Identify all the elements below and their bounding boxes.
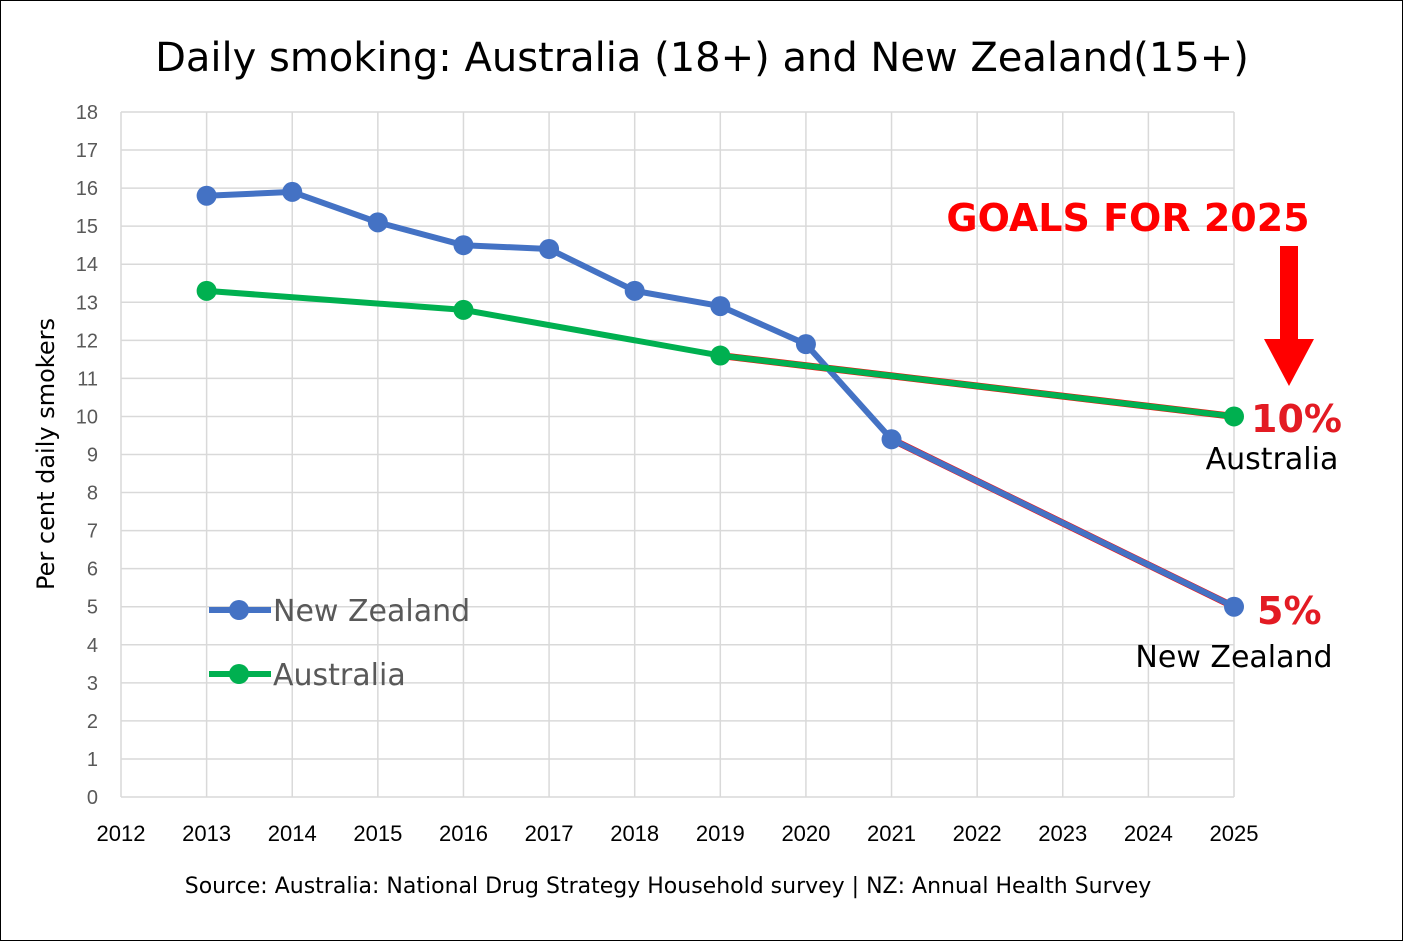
data-point-australia xyxy=(710,345,731,366)
data-point-new-zealand xyxy=(881,429,902,450)
y-tick-label: 13 xyxy=(76,292,98,314)
y-tick-label: 12 xyxy=(76,330,98,352)
y-tick-label: 6 xyxy=(87,559,98,581)
y-tick-label: 14 xyxy=(76,254,98,276)
x-tick-label: 2024 xyxy=(1124,821,1173,846)
y-tick-label: 2 xyxy=(87,711,98,733)
y-tick-label: 1 xyxy=(87,749,98,771)
legend-nz-label: New Zealand xyxy=(273,594,470,629)
x-tick-label: 2025 xyxy=(1210,821,1259,846)
y-tick-label: 8 xyxy=(87,483,98,505)
y-tick-label: 5 xyxy=(87,597,98,619)
data-point-new-zealand xyxy=(710,296,731,317)
x-tick-label: 2020 xyxy=(781,821,830,846)
down-arrow-icon xyxy=(1264,246,1314,386)
chart-title: Daily smoking: Australia (18+) and New Z… xyxy=(155,35,1249,81)
data-point-new-zealand xyxy=(795,334,816,355)
legend-au-marker xyxy=(229,664,249,684)
x-tick-label: 2017 xyxy=(525,821,574,846)
x-axis-ticks: 2012 2013 2014 2015 2016 2017 2018 2019 2020 2021… xyxy=(97,821,1259,846)
australia-goal-value: 10% xyxy=(1251,397,1342,441)
data-point-new-zealand xyxy=(624,280,645,301)
x-tick-label: 2013 xyxy=(182,821,231,846)
x-tick-label: 2023 xyxy=(1038,821,1087,846)
legend: New Zealand Australia xyxy=(209,594,470,693)
data-point-new-zealand xyxy=(282,181,303,202)
x-tick-label: 2012 xyxy=(97,821,146,846)
x-tick-label: 2019 xyxy=(696,821,745,846)
data-point-new-zealand xyxy=(367,212,388,233)
x-tick-label: 2021 xyxy=(867,821,916,846)
data-point-new-zealand xyxy=(1224,596,1244,617)
y-tick-label: 18 xyxy=(76,102,98,124)
source-note: Source: Australia: National Drug Strateg… xyxy=(185,874,1152,899)
series-line-new-zealand xyxy=(203,188,1237,610)
series-line-australia xyxy=(203,287,1237,420)
data-point-australia xyxy=(196,280,217,301)
x-tick-label: 2015 xyxy=(353,821,402,846)
y-tick-label: 17 xyxy=(76,140,98,162)
series-lines xyxy=(196,181,1244,617)
y-tick-label: 4 xyxy=(87,635,98,657)
y-tick-label: 15 xyxy=(76,216,98,238)
legend-nz-marker xyxy=(229,600,249,620)
y-tick-label: 7 xyxy=(87,521,98,543)
y-axis-label: Per cent daily smokers xyxy=(32,318,60,590)
data-point-australia xyxy=(453,299,474,320)
goals-title: GOALS FOR 2025 xyxy=(946,196,1309,240)
data-point-new-zealand xyxy=(539,239,560,259)
y-tick-label: 10 xyxy=(76,406,98,428)
grid xyxy=(120,111,1235,798)
goals-annotation: GOALS FOR 2025 10% Australia 5% New Zeal… xyxy=(946,196,1342,675)
australia-goal-label: Australia xyxy=(1206,442,1339,477)
x-tick-label: 2022 xyxy=(953,821,1002,846)
y-tick-label: 3 xyxy=(87,673,98,695)
y-tick-label: 9 xyxy=(87,445,98,467)
y-tick-label: 0 xyxy=(87,787,98,809)
x-tick-label: 2016 xyxy=(439,821,488,846)
data-point-new-zealand xyxy=(453,235,474,256)
data-point-new-zealand xyxy=(196,185,217,206)
x-tick-label: 2014 xyxy=(268,821,317,846)
nz-goal-value: 5% xyxy=(1257,589,1322,633)
x-tick-label: 2018 xyxy=(610,821,659,846)
legend-au-label: Australia xyxy=(273,658,406,693)
nz-goal-label: New Zealand xyxy=(1135,640,1332,675)
y-tick-label: 16 xyxy=(76,178,98,200)
y-tick-label: 11 xyxy=(77,368,98,390)
data-point-australia xyxy=(1224,406,1244,427)
